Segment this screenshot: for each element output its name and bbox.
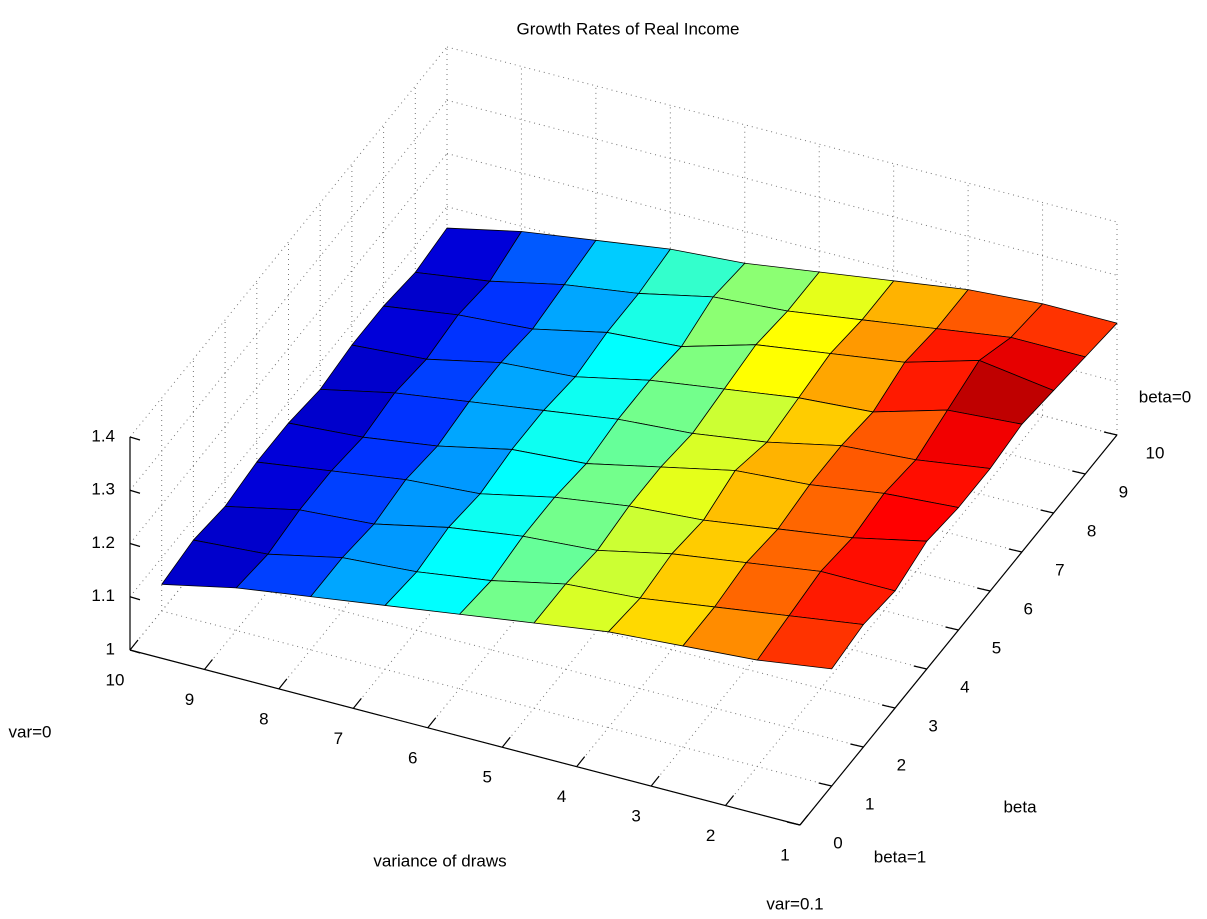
x-tick-label: 1 (780, 845, 789, 864)
y-tick (913, 665, 927, 670)
z-tick-label: 1.1 (91, 586, 115, 605)
z-tick (129, 489, 141, 494)
x-tick (129, 639, 139, 651)
z-tick (129, 596, 141, 601)
y-tick-label: 8 (1087, 521, 1096, 540)
y-axis-label: beta (1003, 797, 1037, 816)
x-tick-label: 2 (706, 826, 715, 845)
annotation: var=0 (9, 722, 52, 741)
y-tick-label: 7 (1055, 560, 1064, 579)
y-tick (818, 782, 832, 787)
y-tick-label: 3 (928, 716, 937, 735)
y-tick-label: 6 (1023, 599, 1032, 618)
y-tick-label: 0 (833, 833, 842, 852)
x-tick (799, 814, 809, 826)
y-tick (1040, 509, 1054, 514)
y-tick (881, 704, 896, 709)
z-tick-label: 1.2 (91, 533, 115, 552)
x-tick (576, 756, 586, 768)
y-tick (786, 821, 801, 826)
x-tick (352, 697, 362, 709)
x-tick-label: 4 (557, 787, 566, 806)
x-tick-label: 10 (106, 670, 125, 689)
x-tick (427, 717, 437, 729)
y-tick (1008, 548, 1023, 553)
y-tick (850, 743, 864, 748)
grid-line (446, 153, 1118, 329)
z-tick (129, 649, 141, 654)
grid-line (161, 610, 832, 787)
annotation: var=0.1 (766, 894, 823, 913)
x-tick (725, 795, 735, 806)
x-tick-label: 8 (259, 709, 268, 728)
x-tick (203, 659, 213, 670)
y-tick (1103, 431, 1118, 436)
y-tick (1072, 470, 1086, 475)
y-tick-label: 2 (897, 755, 906, 774)
y-tick-label: 10 (1146, 443, 1165, 462)
x-tick-label: 7 (334, 729, 343, 748)
y-tick (977, 587, 991, 592)
grid-line (193, 571, 864, 748)
x-tick-label: 9 (185, 690, 194, 709)
z-tick-label: 1.3 (91, 480, 115, 499)
x-tick (501, 736, 511, 748)
y-tick (945, 626, 959, 631)
z-tick (129, 542, 141, 548)
annotation: beta=0 (1139, 387, 1191, 406)
y-tick-label: 5 (992, 638, 1001, 657)
x-tick-label: 5 (482, 768, 491, 787)
x-axis-label: variance of draws (373, 851, 506, 870)
z-tick-label: 1 (106, 639, 115, 658)
z-tick-label: 1.4 (91, 426, 115, 445)
surface-patch (161, 539, 269, 589)
x-tick (278, 678, 288, 690)
grid-line (446, 46, 1118, 223)
x-tick-label: 3 (631, 807, 640, 826)
x-axis (129, 649, 801, 826)
y-tick-label: 9 (1119, 482, 1128, 501)
x-tick-label: 6 (408, 748, 417, 767)
grid-line (446, 99, 1118, 276)
y-tick-label: 4 (960, 677, 969, 696)
z-tick (129, 436, 141, 441)
y-tick-label: 1 (865, 794, 874, 813)
chart-title: Growth Rates of Real Income (517, 19, 740, 38)
annotation: beta=1 (874, 847, 926, 866)
x-tick (650, 775, 660, 787)
